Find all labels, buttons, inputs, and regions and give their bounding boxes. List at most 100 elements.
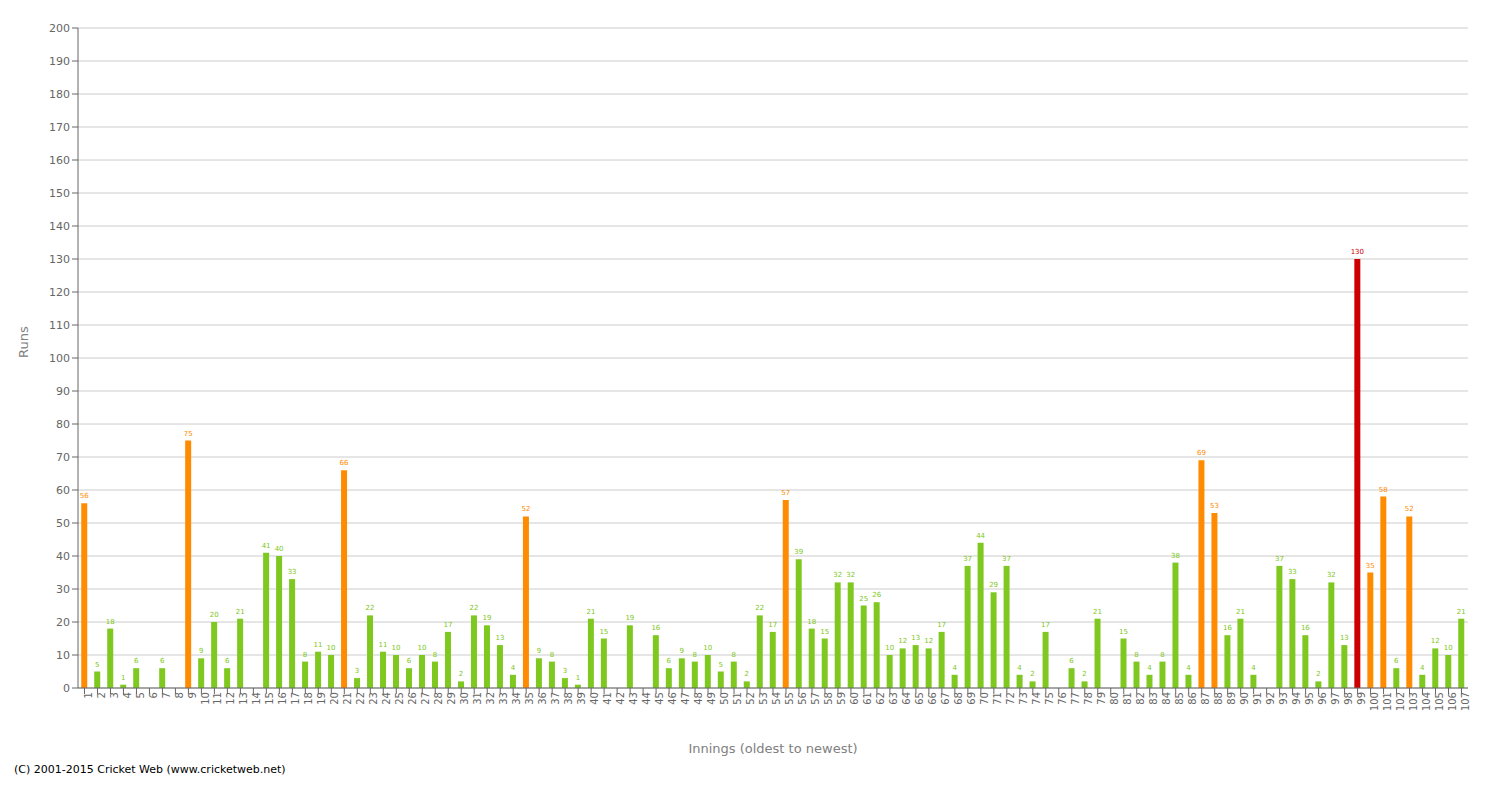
svg-text:15: 15: [820, 628, 829, 636]
svg-text:6: 6: [667, 657, 672, 665]
svg-text:71: 71: [992, 692, 1003, 705]
svg-text:29: 29: [446, 692, 457, 705]
svg-text:35: 35: [1366, 562, 1375, 570]
svg-text:16: 16: [1301, 624, 1310, 632]
svg-text:4: 4: [1147, 664, 1152, 672]
svg-text:Innings (oldest to newest): Innings (oldest to newest): [688, 741, 857, 756]
svg-text:60: 60: [56, 484, 70, 497]
svg-text:2: 2: [459, 670, 463, 678]
svg-text:90: 90: [56, 385, 70, 398]
svg-text:2: 2: [1316, 670, 1320, 678]
svg-text:91: 91: [1252, 692, 1263, 705]
svg-text:4: 4: [1017, 664, 1022, 672]
svg-text:9: 9: [199, 647, 203, 655]
svg-text:12: 12: [898, 637, 907, 645]
svg-text:4: 4: [122, 692, 133, 698]
svg-text:21: 21: [1457, 608, 1466, 616]
svg-text:11: 11: [213, 692, 224, 705]
svg-text:130: 130: [49, 253, 70, 266]
svg-text:93: 93: [1278, 692, 1289, 705]
svg-text:6: 6: [407, 657, 412, 665]
svg-text:30: 30: [56, 583, 70, 596]
svg-text:44: 44: [976, 532, 985, 540]
svg-text:76: 76: [1057, 692, 1068, 705]
svg-text:98: 98: [1343, 692, 1354, 705]
svg-text:66: 66: [927, 692, 938, 705]
svg-text:20: 20: [56, 616, 70, 629]
svg-text:11: 11: [379, 641, 388, 649]
svg-text:1: 1: [83, 692, 94, 698]
svg-text:10: 10: [703, 644, 712, 652]
svg-text:43: 43: [628, 692, 639, 705]
svg-text:6: 6: [148, 692, 159, 698]
svg-text:37: 37: [1275, 555, 1284, 563]
svg-text:32: 32: [846, 571, 855, 579]
svg-text:96: 96: [1317, 692, 1328, 705]
svg-text:4: 4: [1251, 664, 1256, 672]
svg-text:10: 10: [885, 644, 894, 652]
svg-text:130: 130: [1351, 248, 1364, 256]
svg-text:2: 2: [1030, 670, 1034, 678]
svg-text:83: 83: [1148, 692, 1159, 705]
svg-text:55: 55: [784, 692, 795, 705]
svg-text:38: 38: [563, 692, 574, 705]
svg-text:12: 12: [924, 637, 933, 645]
svg-text:87: 87: [1200, 692, 1211, 705]
svg-text:49: 49: [706, 692, 717, 705]
svg-text:75: 75: [1044, 692, 1055, 705]
svg-text:1: 1: [121, 674, 125, 682]
svg-text:90: 90: [1239, 692, 1250, 705]
svg-text:140: 140: [49, 220, 70, 233]
svg-text:100: 100: [49, 352, 70, 365]
svg-text:8: 8: [1134, 651, 1138, 659]
svg-text:80: 80: [1109, 692, 1120, 705]
svg-text:6: 6: [225, 657, 230, 665]
svg-text:190: 190: [49, 55, 70, 68]
svg-text:12: 12: [1431, 637, 1440, 645]
svg-text:72: 72: [1005, 692, 1016, 705]
svg-text:8: 8: [303, 651, 307, 659]
svg-text:32: 32: [833, 571, 842, 579]
svg-text:100: 100: [1369, 692, 1380, 711]
svg-text:3: 3: [563, 667, 567, 675]
svg-text:59: 59: [836, 692, 847, 705]
svg-text:75: 75: [184, 430, 193, 438]
svg-text:40: 40: [56, 550, 70, 563]
svg-text:22: 22: [355, 692, 366, 705]
svg-text:44: 44: [641, 692, 652, 705]
svg-text:51: 51: [732, 692, 743, 705]
svg-text:21: 21: [586, 608, 595, 616]
svg-text:6: 6: [134, 657, 139, 665]
svg-text:89: 89: [1226, 692, 1237, 705]
svg-text:5: 5: [95, 661, 99, 669]
svg-text:17: 17: [290, 692, 301, 705]
svg-text:3: 3: [355, 667, 359, 675]
svg-text:28: 28: [433, 692, 444, 705]
svg-text:53: 53: [1210, 502, 1219, 510]
svg-text:69: 69: [1197, 449, 1206, 457]
svg-text:73: 73: [1018, 692, 1029, 705]
svg-text:52: 52: [1405, 505, 1414, 513]
svg-text:105: 105: [1434, 692, 1445, 711]
svg-text:17: 17: [444, 621, 453, 629]
svg-text:94: 94: [1291, 692, 1302, 705]
svg-text:6: 6: [160, 657, 165, 665]
svg-text:68: 68: [953, 692, 964, 705]
svg-text:11: 11: [314, 641, 323, 649]
svg-text:4: 4: [952, 664, 957, 672]
svg-text:21: 21: [236, 608, 245, 616]
svg-text:57: 57: [810, 692, 821, 705]
svg-text:25: 25: [394, 692, 405, 705]
svg-text:3: 3: [109, 692, 120, 698]
svg-text:5: 5: [719, 661, 723, 669]
svg-text:18: 18: [807, 618, 816, 626]
svg-text:67: 67: [940, 692, 951, 705]
svg-text:97: 97: [1330, 692, 1341, 705]
svg-text:88: 88: [1213, 692, 1224, 705]
svg-text:33: 33: [1288, 568, 1297, 576]
svg-text:15: 15: [264, 692, 275, 705]
svg-text:23: 23: [368, 692, 379, 705]
svg-text:36: 36: [537, 692, 548, 705]
svg-text:77: 77: [1070, 692, 1081, 705]
svg-text:0: 0: [63, 682, 70, 695]
